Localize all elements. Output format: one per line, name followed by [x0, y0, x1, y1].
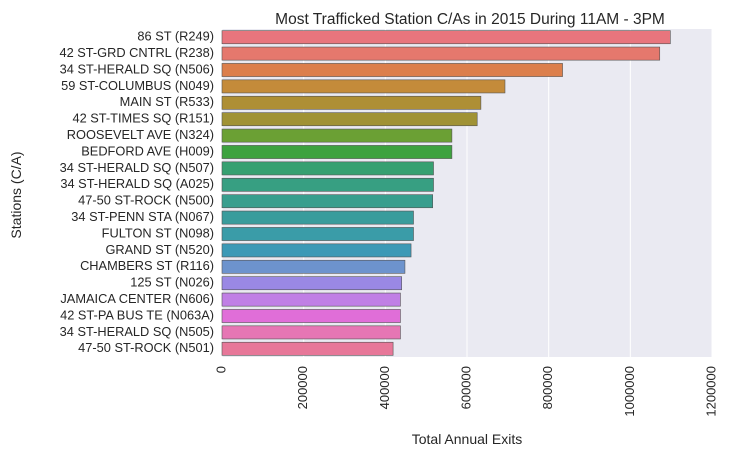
bar: [221, 227, 414, 241]
bar: [221, 276, 402, 291]
bar: [221, 243, 412, 258]
x-tick-label: 800000: [540, 366, 555, 409]
y-tick-label: 34 ST-HERALD SQ (N507): [60, 160, 214, 175]
x-tick-label: 400000: [377, 366, 392, 409]
y-tick-label: 42 ST-TIMES SQ (R151): [72, 111, 214, 126]
bar: [221, 128, 453, 143]
x-axis-label: Total Annual Exits: [412, 431, 523, 447]
bar: [221, 46, 661, 61]
bar: [221, 259, 406, 274]
y-tick-label: 47-50 ST-ROCK (N500): [78, 193, 214, 208]
y-tick-label: 47-50 ST-ROCK (N501): [78, 340, 214, 355]
y-tick-label: 34 ST-PENN STA (N067): [71, 209, 214, 224]
x-tick-label: 1200000: [703, 366, 718, 417]
x-tick-label: 600000: [458, 366, 473, 409]
y-tick-label: BEDFORD AVE (H009): [81, 143, 214, 158]
y-tick-label: 34 ST-HERALD SQ (N506): [60, 61, 214, 76]
bar: [221, 292, 401, 307]
bar: [221, 210, 414, 225]
y-tick-label: CHAMBERS ST (R116): [80, 258, 214, 273]
y-tick-label: 34 ST-HERALD SQ (A025): [60, 176, 214, 191]
bar: [221, 112, 478, 127]
bar: [221, 79, 506, 94]
y-tick-label: 42 ST-PA BUS TE (N063A): [60, 307, 214, 322]
bar: [221, 341, 394, 356]
bar: [221, 145, 453, 159]
y-tick-label: 86 ST (R249): [137, 29, 214, 44]
x-tick-labels: 0 200000 400000 600000 800000 1000000 1200000: [213, 366, 718, 417]
bars: [221, 30, 671, 356]
y-tick-label: GRAND ST (N520): [105, 242, 214, 257]
y-tick-label: ROOSEVELT AVE (N324): [67, 127, 214, 142]
bar: [221, 63, 563, 77]
bar: [221, 309, 401, 323]
x-tick-label: 1000000: [622, 366, 637, 417]
y-tick-label: 34 ST-HERALD SQ (N505): [60, 324, 214, 339]
y-tick-label: 59 ST-COLUMBUS (N049): [61, 78, 214, 93]
y-tick-label: 125 ST (N026): [130, 275, 214, 290]
y-tick-label: JAMAICA CENTER (N606): [60, 291, 214, 306]
x-tick-label: 0: [213, 366, 228, 373]
y-tick-label: MAIN ST (R533): [120, 94, 214, 109]
y-axis-label: Stations (C/A): [8, 151, 24, 238]
y-tick-labels: 86 ST (R249)42 ST-GRD CNTRL (R238)34 ST-…: [59, 29, 214, 356]
bar: [221, 30, 671, 45]
bar: [221, 194, 433, 209]
bar: [221, 161, 434, 176]
chart-title: Most Trafficked Station C/As in 2015 Dur…: [275, 11, 665, 28]
bar: [221, 95, 482, 110]
x-tick-label: 200000: [295, 366, 310, 409]
y-tick-label: FULTON ST (N098): [102, 225, 214, 240]
y-tick-label: 42 ST-GRD CNTRL (R238): [59, 45, 214, 60]
bar: [221, 177, 434, 192]
bar: [221, 325, 401, 340]
